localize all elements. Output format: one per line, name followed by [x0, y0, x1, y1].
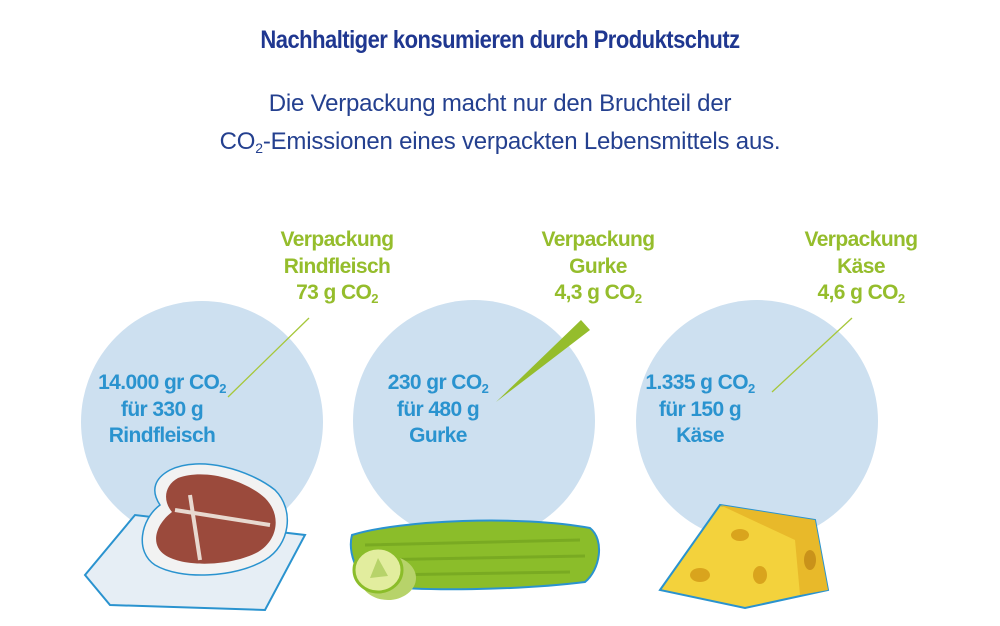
packaging-co2: 73 g CO2: [296, 281, 378, 306]
packaging-label-beef: Verpackung Rindfleisch 73 g CO2: [237, 227, 437, 307]
packaging-title: Verpackung: [804, 228, 918, 251]
product-info-beef: 14.000 gr CO2 für 330 g Rindfleisch: [62, 370, 262, 450]
packaging-label-cucumber: Verpackung Gurke 4,3 g CO2: [498, 227, 698, 307]
product-co2: 230 gr CO2: [387, 371, 489, 396]
subtitle-co: CO: [219, 128, 256, 155]
packaging-title: Verpackung: [280, 228, 394, 251]
subtitle-sub: 2: [255, 140, 263, 156]
product-weight: für 150 g: [658, 397, 742, 421]
page-title: Nachhaltiger konsumieren durch Produktsc…: [260, 26, 740, 54]
packaging-product: Käse: [837, 254, 885, 278]
circle-cheese: [636, 300, 878, 542]
cheese-icon: [658, 503, 830, 610]
circle-cucumber: [353, 300, 595, 542]
product-info-cucumber: 230 gr CO2 für 480 g Gurke: [338, 370, 538, 450]
product-name: Käse: [676, 424, 724, 447]
product-name: Rindfleisch: [108, 424, 216, 447]
pointer-cucumber: [496, 320, 590, 402]
packaging-co2: 4,6 g CO2: [817, 281, 905, 306]
product-weight: für 330 g: [120, 397, 204, 421]
product-weight: für 480 g: [396, 397, 480, 421]
steak-icon: [83, 463, 307, 612]
pointer-beef: [227, 317, 310, 398]
product-info-cheese: 1.335 g CO2 für 150 g Käse: [600, 370, 800, 450]
packaging-co2: 4,3 g CO2: [554, 281, 642, 306]
product-co2: 1.335 g CO2: [645, 371, 755, 396]
packaging-label-cheese: Verpackung Käse 4,6 g CO2: [761, 227, 961, 307]
subtitle-line-2: CO2-Emissionen eines verpackten Lebensmi…: [0, 128, 1000, 156]
packaging-title: Verpackung: [541, 228, 655, 251]
subtitle-rest: -Emissionen eines verpackten Lebensmitte…: [262, 128, 781, 155]
packaging-product: Gurke: [569, 254, 627, 278]
subtitle-line-1: Die Verpackung macht nur den Bruchteil d…: [268, 90, 732, 117]
product-co2: 14.000 gr CO2: [98, 371, 226, 396]
pointer-cheese: [771, 317, 853, 393]
cucumber-icon: [350, 519, 601, 600]
packaging-product: Rindfleisch: [283, 254, 391, 278]
product-name: Gurke: [409, 424, 467, 447]
